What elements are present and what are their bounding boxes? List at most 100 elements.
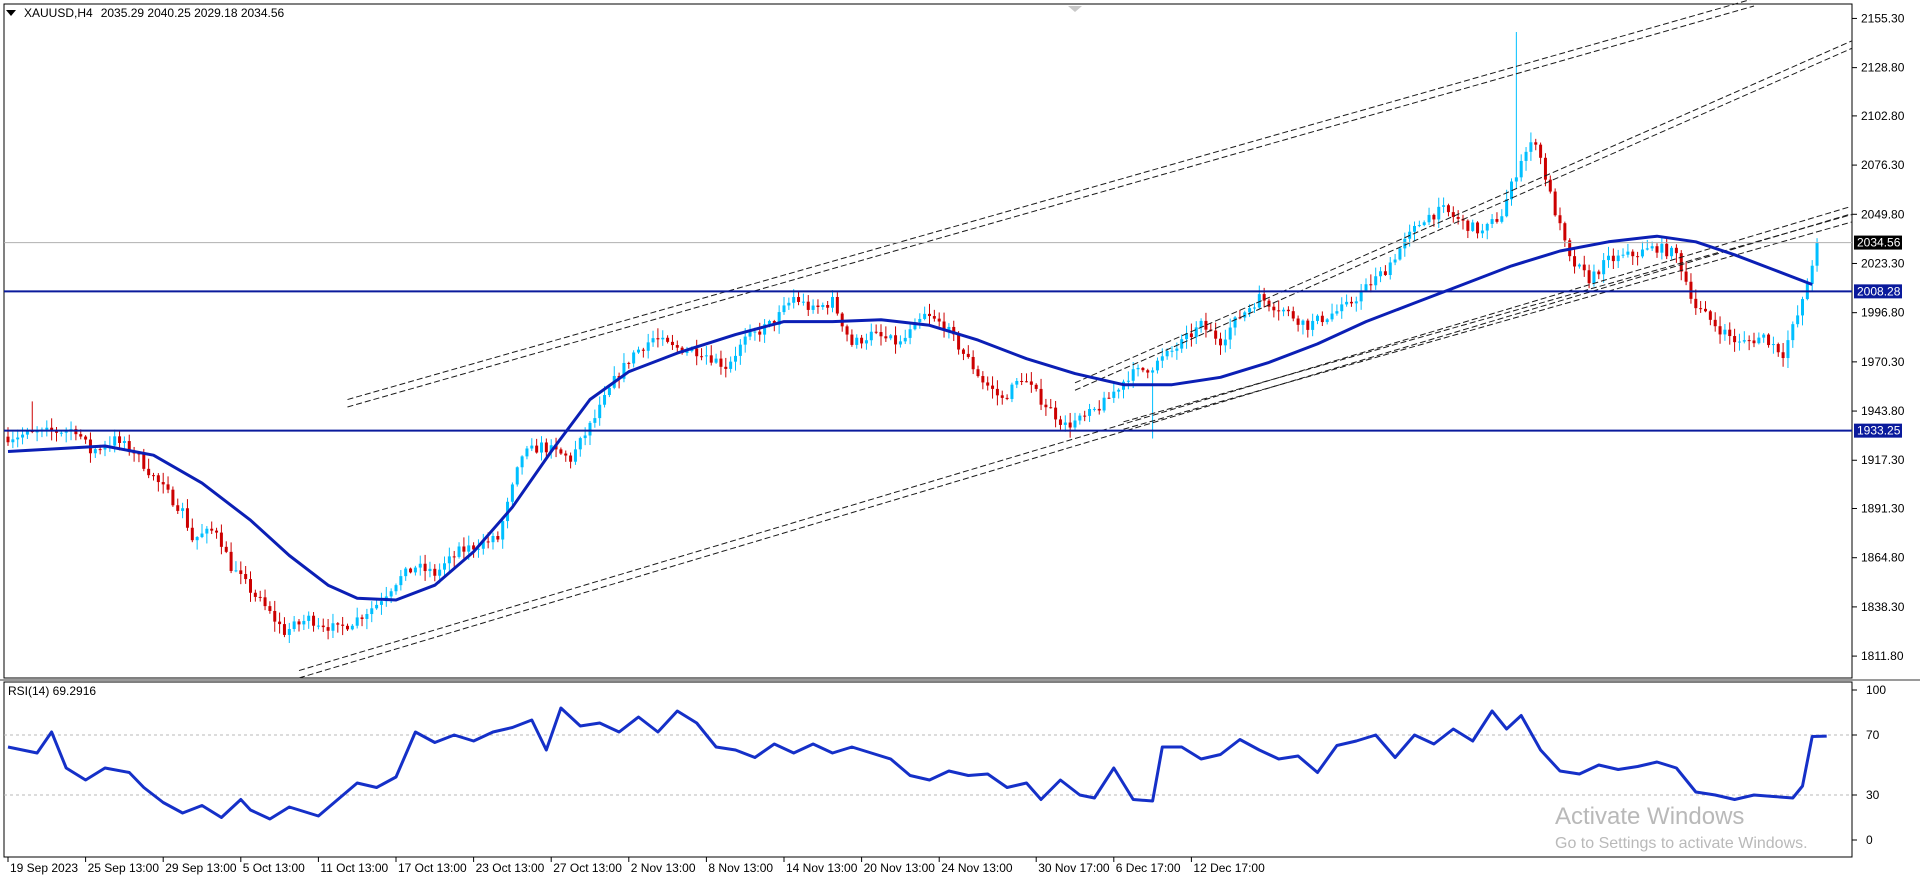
candle-bear bbox=[282, 624, 286, 635]
price-level-tag-label: 1933.25 bbox=[1857, 424, 1901, 438]
candle-bull bbox=[389, 591, 393, 597]
candle-bull bbox=[292, 621, 296, 630]
candle-bull bbox=[646, 342, 650, 351]
candle-bull bbox=[1413, 225, 1416, 232]
candle-bull bbox=[923, 313, 927, 319]
candle-bull bbox=[1078, 415, 1082, 421]
candle-bear bbox=[709, 355, 713, 363]
candle-bear bbox=[826, 305, 830, 308]
trend-channel-line[interactable] bbox=[347, 0, 1755, 401]
candle-bull bbox=[801, 301, 805, 303]
candle-bull bbox=[787, 302, 791, 306]
candle-bull bbox=[1626, 251, 1630, 255]
candle-bear bbox=[1752, 340, 1756, 344]
rsi-header: RSI(14) 69.2916 bbox=[8, 684, 97, 698]
candle-bull bbox=[16, 437, 20, 440]
candle-bear bbox=[995, 388, 999, 396]
candle-bear bbox=[210, 528, 214, 531]
time-tick-label: 30 Nov 17:00 bbox=[1038, 861, 1110, 875]
candle-bull bbox=[1379, 271, 1383, 277]
candle-bull bbox=[792, 297, 796, 303]
candle-bull bbox=[734, 355, 737, 362]
candle-bear bbox=[452, 556, 456, 558]
candle-bear bbox=[991, 385, 995, 389]
candle-bull bbox=[520, 456, 524, 468]
candle-bull bbox=[1801, 299, 1804, 316]
candle-bull bbox=[651, 338, 655, 343]
candle-bull bbox=[583, 435, 587, 439]
time-tick-label: 14 Nov 13:00 bbox=[786, 861, 858, 875]
candle-bull bbox=[1815, 242, 1819, 266]
candle-bear bbox=[1432, 214, 1436, 220]
candle-bear bbox=[928, 313, 931, 317]
candle-bull bbox=[418, 563, 422, 568]
watermark-subtitle: Go to Settings to activate Windows. bbox=[1555, 835, 1808, 852]
candle-bear bbox=[1587, 270, 1591, 284]
candle-bear bbox=[874, 331, 878, 333]
candle-bear bbox=[176, 505, 180, 511]
candle-bull bbox=[869, 331, 873, 341]
candle-bear bbox=[472, 545, 476, 550]
candle-bear bbox=[1383, 271, 1387, 276]
candle-bull bbox=[1514, 177, 1518, 182]
candle-bull bbox=[1010, 384, 1014, 399]
candle-bull bbox=[1257, 294, 1261, 308]
candle-bear bbox=[860, 337, 864, 344]
candle-bear bbox=[932, 316, 936, 319]
trend-channel-line[interactable] bbox=[347, 5, 1755, 408]
price-tick-label: 1943.80 bbox=[1861, 404, 1905, 418]
candle-bear bbox=[486, 541, 490, 543]
candle-bear bbox=[564, 453, 568, 456]
shift-marker-icon[interactable] bbox=[1068, 6, 1082, 12]
candle-bull bbox=[903, 337, 907, 342]
trend-channel-line[interactable] bbox=[1074, 47, 1853, 391]
candle-bull bbox=[704, 355, 708, 357]
rsi-tick-label: 70 bbox=[1866, 728, 1880, 742]
candle-bull bbox=[1660, 243, 1664, 253]
candle-bear bbox=[966, 353, 970, 357]
candle-bull bbox=[1640, 249, 1644, 257]
candle-bull bbox=[501, 521, 505, 540]
trend-channel-line[interactable] bbox=[1123, 214, 1853, 423]
candle-bull bbox=[748, 331, 752, 337]
candle-bull bbox=[21, 434, 25, 438]
candle-bear bbox=[1189, 333, 1193, 338]
candle-bull bbox=[578, 438, 582, 450]
dropdown-triangle-icon[interactable] bbox=[6, 10, 16, 16]
candle-bear bbox=[952, 326, 956, 335]
candle-bull bbox=[1771, 344, 1775, 346]
candle-bull bbox=[588, 422, 592, 436]
candle-bull bbox=[1136, 367, 1140, 370]
candle-bear bbox=[229, 551, 233, 571]
trend-channel-line[interactable] bbox=[1074, 40, 1853, 384]
candle-bull bbox=[370, 608, 374, 615]
candle-bull bbox=[307, 615, 311, 621]
candle-bull bbox=[1248, 308, 1252, 313]
candle-bear bbox=[263, 597, 267, 607]
candle-bull bbox=[607, 387, 611, 396]
candle-bull bbox=[1330, 313, 1334, 320]
candle-bear bbox=[1349, 301, 1353, 304]
candle-bull bbox=[1670, 247, 1674, 257]
candle-bear bbox=[535, 445, 539, 453]
candle-bull bbox=[1737, 341, 1741, 343]
candle-bear bbox=[1005, 397, 1009, 399]
candle-bull bbox=[661, 337, 665, 340]
candle-bear bbox=[1631, 251, 1635, 257]
price-tick-label: 2128.80 bbox=[1861, 61, 1905, 75]
candle-bull bbox=[831, 296, 834, 308]
trend-channel-line[interactable] bbox=[1123, 221, 1853, 430]
candle-bear bbox=[894, 335, 898, 345]
candle-bull bbox=[1442, 205, 1446, 207]
price-tick-label: 2023.30 bbox=[1861, 256, 1905, 270]
candle-bear bbox=[462, 546, 466, 552]
candle-bull bbox=[45, 427, 49, 430]
candle-bull bbox=[1616, 255, 1620, 262]
candle-bull bbox=[413, 567, 417, 573]
price-tick-label: 2102.80 bbox=[1861, 109, 1905, 123]
candle-bear bbox=[433, 568, 437, 576]
candle-bear bbox=[321, 625, 325, 628]
candle-bull bbox=[287, 629, 291, 635]
